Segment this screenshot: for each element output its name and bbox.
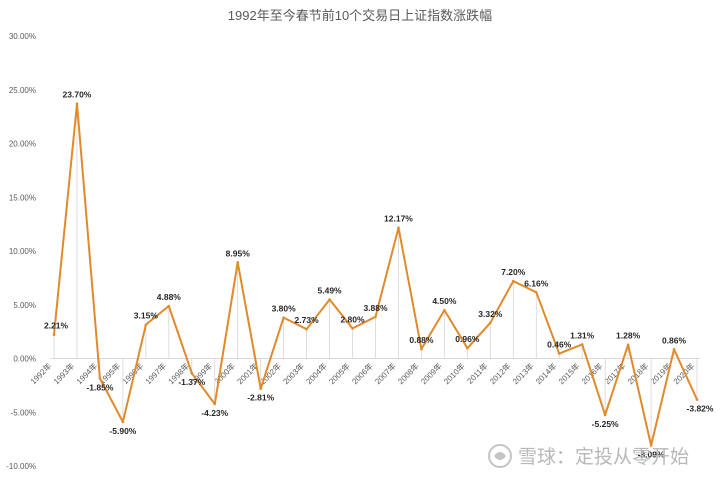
data-label: 23.70% <box>63 90 92 100</box>
y-tick-label: -5.00% <box>11 408 36 417</box>
x-tick-label: 2011年 <box>465 361 490 386</box>
data-label: -2.81% <box>247 393 274 403</box>
data-label: 7.20% <box>501 267 526 277</box>
watermark: 雪球：定投从零开始 <box>488 444 689 468</box>
y-axis-ticks: -10.00% -5.00% 0.00% 5.00% 10.00% 15.00% 20.00… <box>6 32 36 471</box>
x-tick-label: 2000年 <box>212 361 237 386</box>
data-point <box>649 444 653 447</box>
data-point <box>52 333 56 337</box>
data-label: 0.88% <box>409 335 434 345</box>
x-tick-label: 2002年 <box>258 361 283 386</box>
data-label: -5.90% <box>109 426 136 436</box>
y-tick-label: 5.00% <box>13 301 36 310</box>
data-point <box>420 347 423 351</box>
y-tick-label: 10.00% <box>9 247 36 256</box>
x-tick-label: 2004年 <box>304 361 329 386</box>
data-point <box>443 308 446 312</box>
x-tick-label: 2007年 <box>373 361 398 386</box>
x-tick-label: 2009年 <box>418 361 443 386</box>
x-axis: 1992年1993年1994年1995年1996年1997年1998年1999年… <box>28 358 700 386</box>
data-point <box>695 398 699 401</box>
data-label: -1.85% <box>86 382 113 392</box>
data-point <box>603 413 607 417</box>
data-labels: 2.21% 23.70% -1.85% -5.90% 3.15% 4.88% -1.37% -… <box>44 90 714 460</box>
data-label: 4.88% <box>157 292 182 302</box>
data-label: 6.16% <box>524 278 549 288</box>
data-point <box>374 315 377 319</box>
drop-lines <box>53 103 698 446</box>
data-label: 2.80% <box>340 314 365 324</box>
data-point <box>121 420 125 424</box>
data-label: 3.32% <box>478 309 503 319</box>
data-label: 2.21% <box>44 321 69 331</box>
chart-title: 1992年至今春节前10个交易日上证指数涨跌幅 <box>228 8 492 23</box>
data-label: 0.86% <box>662 335 687 345</box>
y-tick-label: 15.00% <box>9 193 36 202</box>
watermark-text: 雪球：定投从零开始 <box>518 446 689 468</box>
x-tick-label: 2008年 <box>396 361 421 386</box>
x-tick-label: 2015年 <box>556 361 581 386</box>
data-label: 3.80% <box>272 304 297 314</box>
data-label: 1.28% <box>616 331 641 341</box>
data-point <box>557 352 561 355</box>
y-tick-label: 0.00% <box>13 355 36 364</box>
x-tick-label: 2003年 <box>281 361 306 386</box>
data-label: -1.37% <box>178 377 205 387</box>
x-tick-label: 2013年 <box>510 361 535 386</box>
data-point <box>626 343 630 347</box>
x-tick-label: 1997年 <box>143 361 168 386</box>
x-tick-label: 2010年 <box>441 361 466 386</box>
data-label: 0.46% <box>547 340 572 350</box>
series-line <box>53 102 698 447</box>
data-point <box>75 102 79 106</box>
data-label: 0.96% <box>455 334 480 344</box>
x-tick-label: 2012年 <box>487 361 512 386</box>
y-tick-label: 30.00% <box>9 32 36 41</box>
data-label: -4.23% <box>201 408 228 418</box>
data-label: -8.09% <box>638 449 665 459</box>
y-tick-label: 20.00% <box>9 140 36 149</box>
data-point <box>328 298 331 301</box>
x-tick-label: 2005年 <box>327 361 352 386</box>
x-tick-label: 1992年 <box>28 361 53 386</box>
data-label: -5.25% <box>592 419 619 429</box>
data-point <box>672 347 676 351</box>
data-point <box>534 290 538 294</box>
x-tick-label: 2014年 <box>533 361 558 386</box>
data-point <box>305 327 308 331</box>
data-point <box>98 377 102 380</box>
data-label: 2.73% <box>295 315 320 325</box>
x-tick-label: 2018年 <box>625 361 650 386</box>
data-label: 4.50% <box>432 296 457 306</box>
data-label: 8.95% <box>226 248 251 258</box>
data-point <box>580 343 584 346</box>
y-tick-label: -10.00% <box>6 462 36 471</box>
data-label: 12.17% <box>384 214 413 224</box>
data-point <box>259 387 262 391</box>
x-tick-label: 1993年 <box>51 361 76 386</box>
data-label: 3.88% <box>363 303 388 313</box>
data-point <box>144 323 148 326</box>
data-point <box>190 371 194 375</box>
data-point <box>213 402 217 406</box>
data-point <box>167 304 171 308</box>
data-label: 1.31% <box>570 330 595 340</box>
series-group <box>52 102 699 447</box>
x-tick-label: 2020年 <box>671 361 696 386</box>
xueqiu-logo-icon <box>488 444 512 468</box>
data-label: -3.82% <box>687 404 714 414</box>
data-point <box>511 279 515 283</box>
data-point <box>236 260 240 264</box>
y-tick-label: 25.00% <box>9 86 36 95</box>
x-tick-label: 2006年 <box>350 361 375 386</box>
data-point <box>397 226 400 229</box>
data-point <box>351 327 354 330</box>
data-point <box>466 346 469 350</box>
data-label: 3.15% <box>134 311 159 321</box>
data-point <box>282 316 285 319</box>
data-label: 5.49% <box>318 285 343 295</box>
data-point <box>489 321 492 325</box>
